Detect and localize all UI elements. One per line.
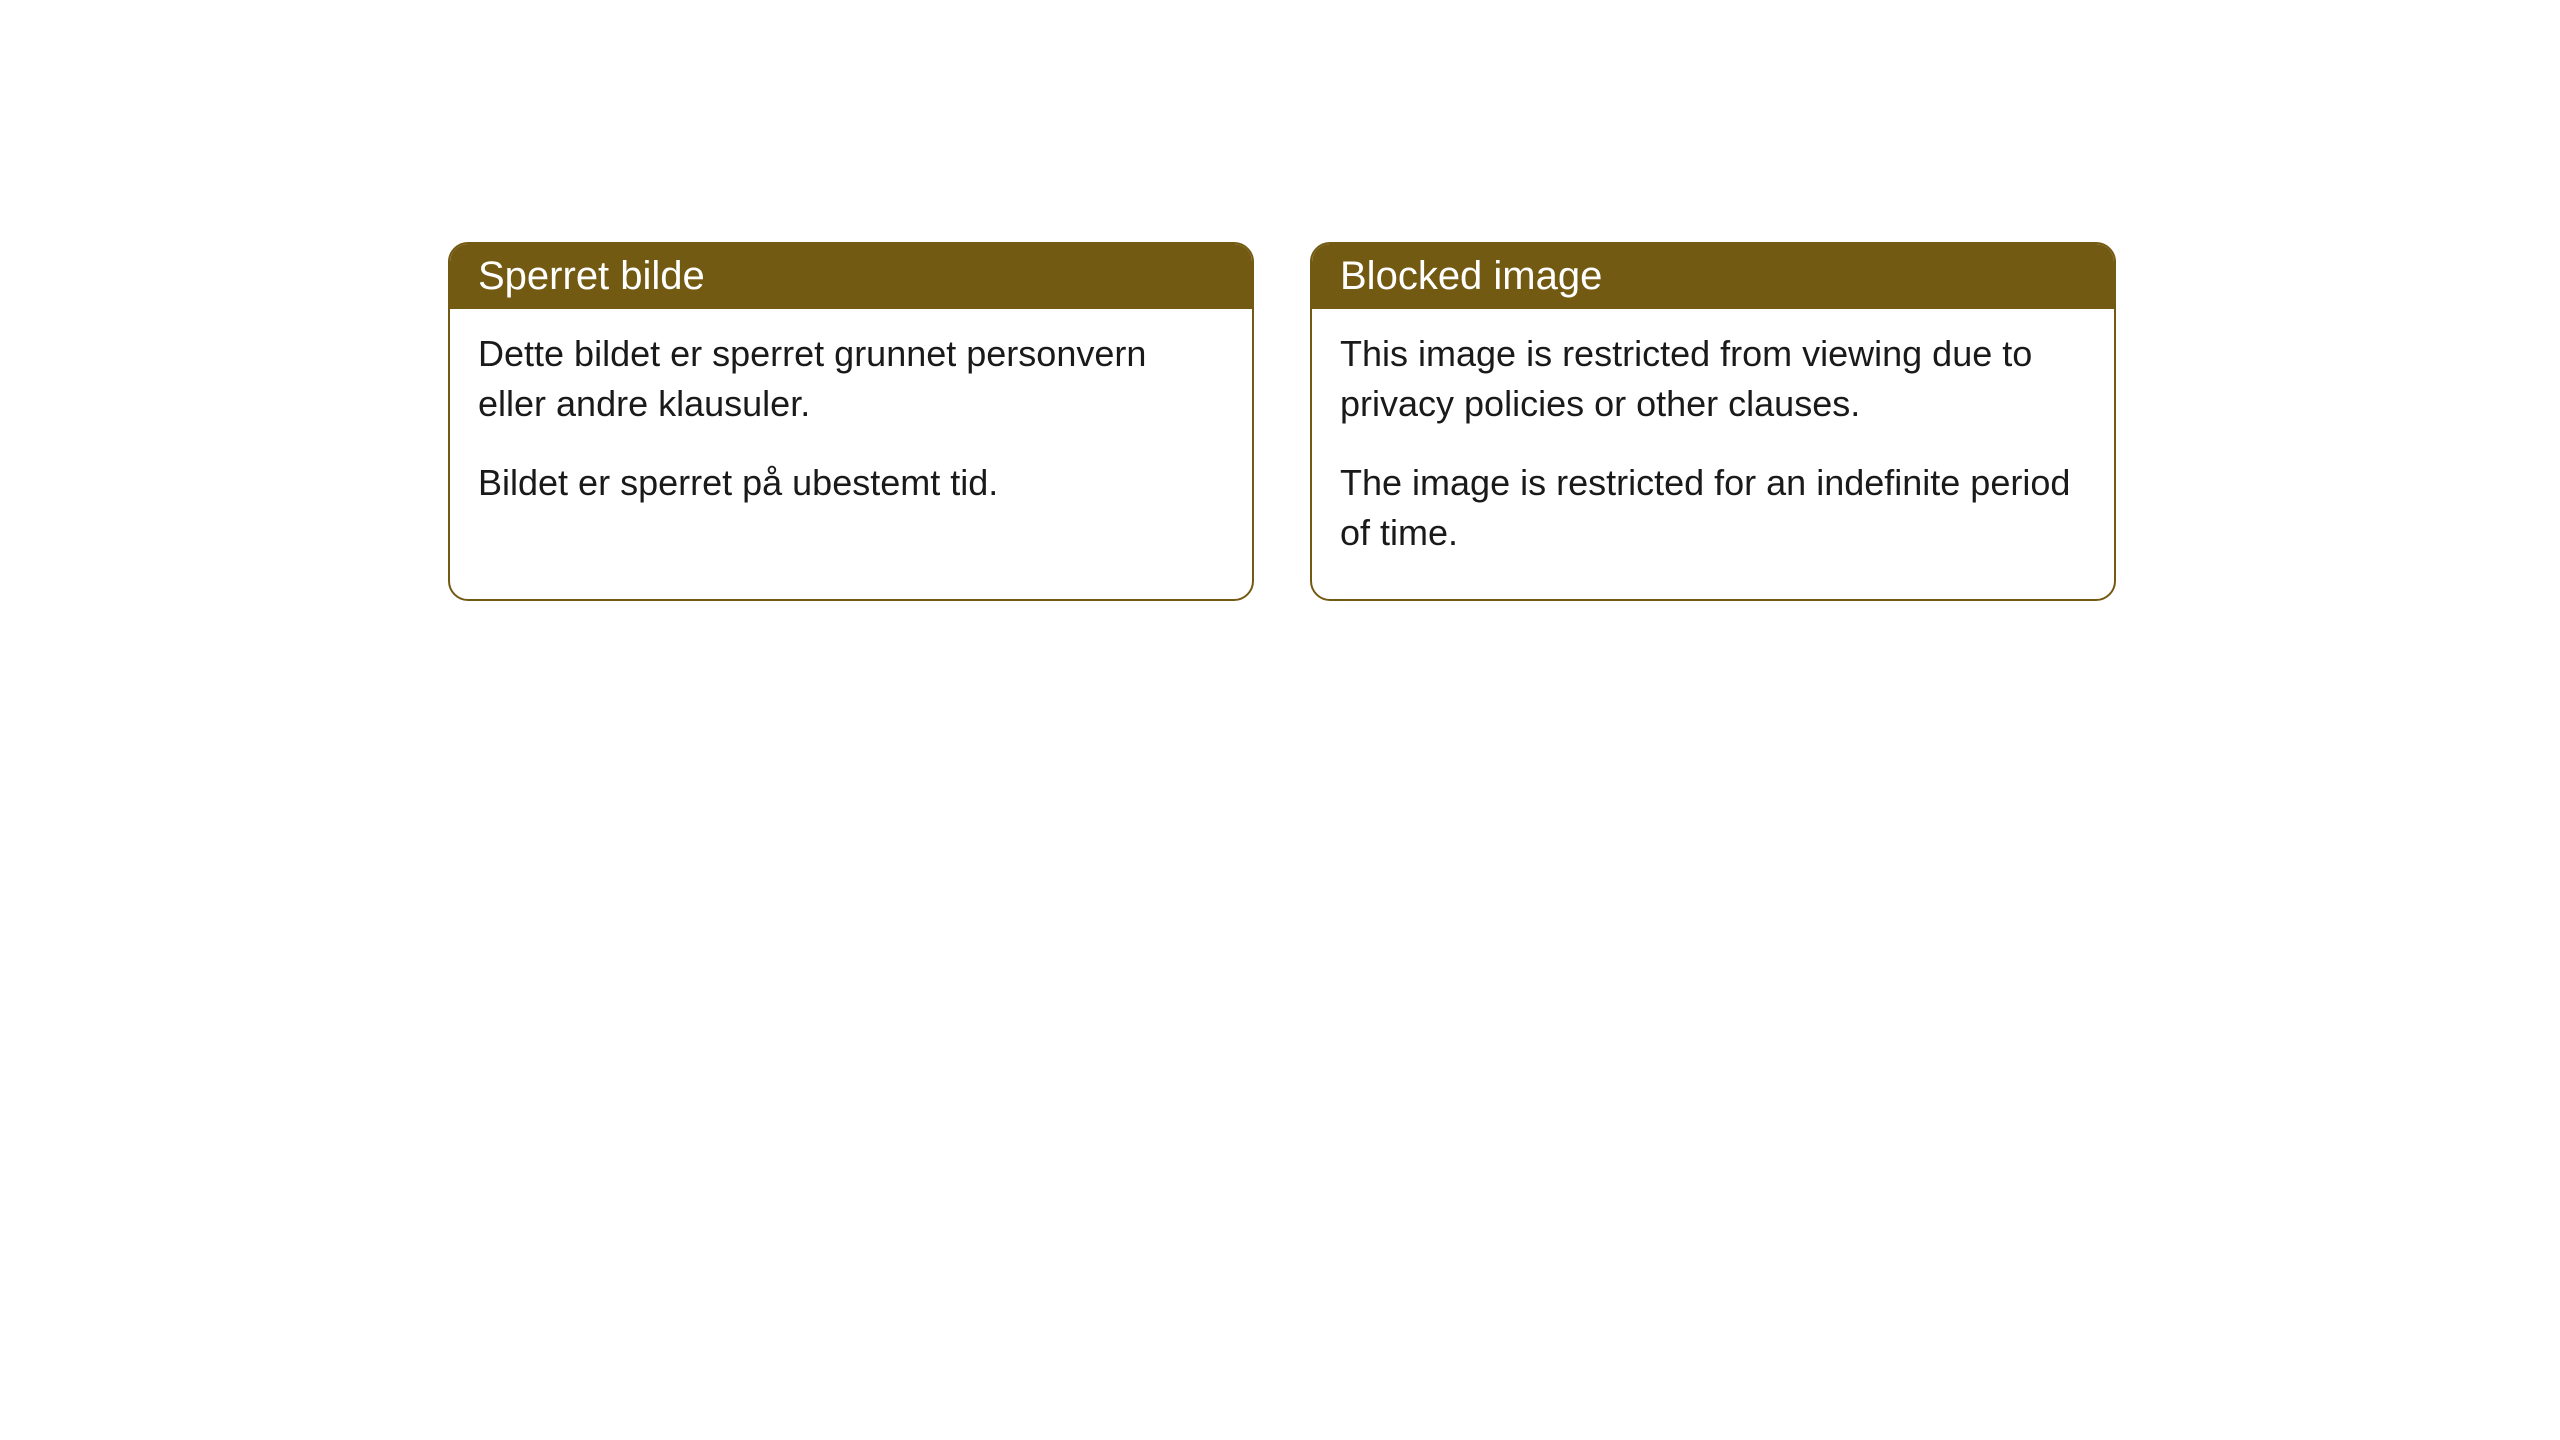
card-title: Blocked image: [1340, 254, 1602, 298]
card-header: Blocked image: [1312, 244, 2114, 309]
card-paragraph-1: Dette bildet er sperret grunnet personve…: [478, 329, 1224, 430]
card-paragraph-2: Bildet er sperret på ubestemt tid.: [478, 458, 1224, 508]
blocked-image-card-norwegian: Sperret bilde Dette bildet er sperret gr…: [448, 242, 1254, 601]
card-title: Sperret bilde: [478, 254, 705, 298]
card-paragraph-1: This image is restricted from viewing du…: [1340, 329, 2086, 430]
card-body: This image is restricted from viewing du…: [1312, 309, 2114, 599]
blocked-image-card-english: Blocked image This image is restricted f…: [1310, 242, 2116, 601]
card-container: Sperret bilde Dette bildet er sperret gr…: [448, 242, 2116, 601]
card-header: Sperret bilde: [450, 244, 1252, 309]
card-paragraph-2: The image is restricted for an indefinit…: [1340, 458, 2086, 559]
card-body: Dette bildet er sperret grunnet personve…: [450, 309, 1252, 548]
